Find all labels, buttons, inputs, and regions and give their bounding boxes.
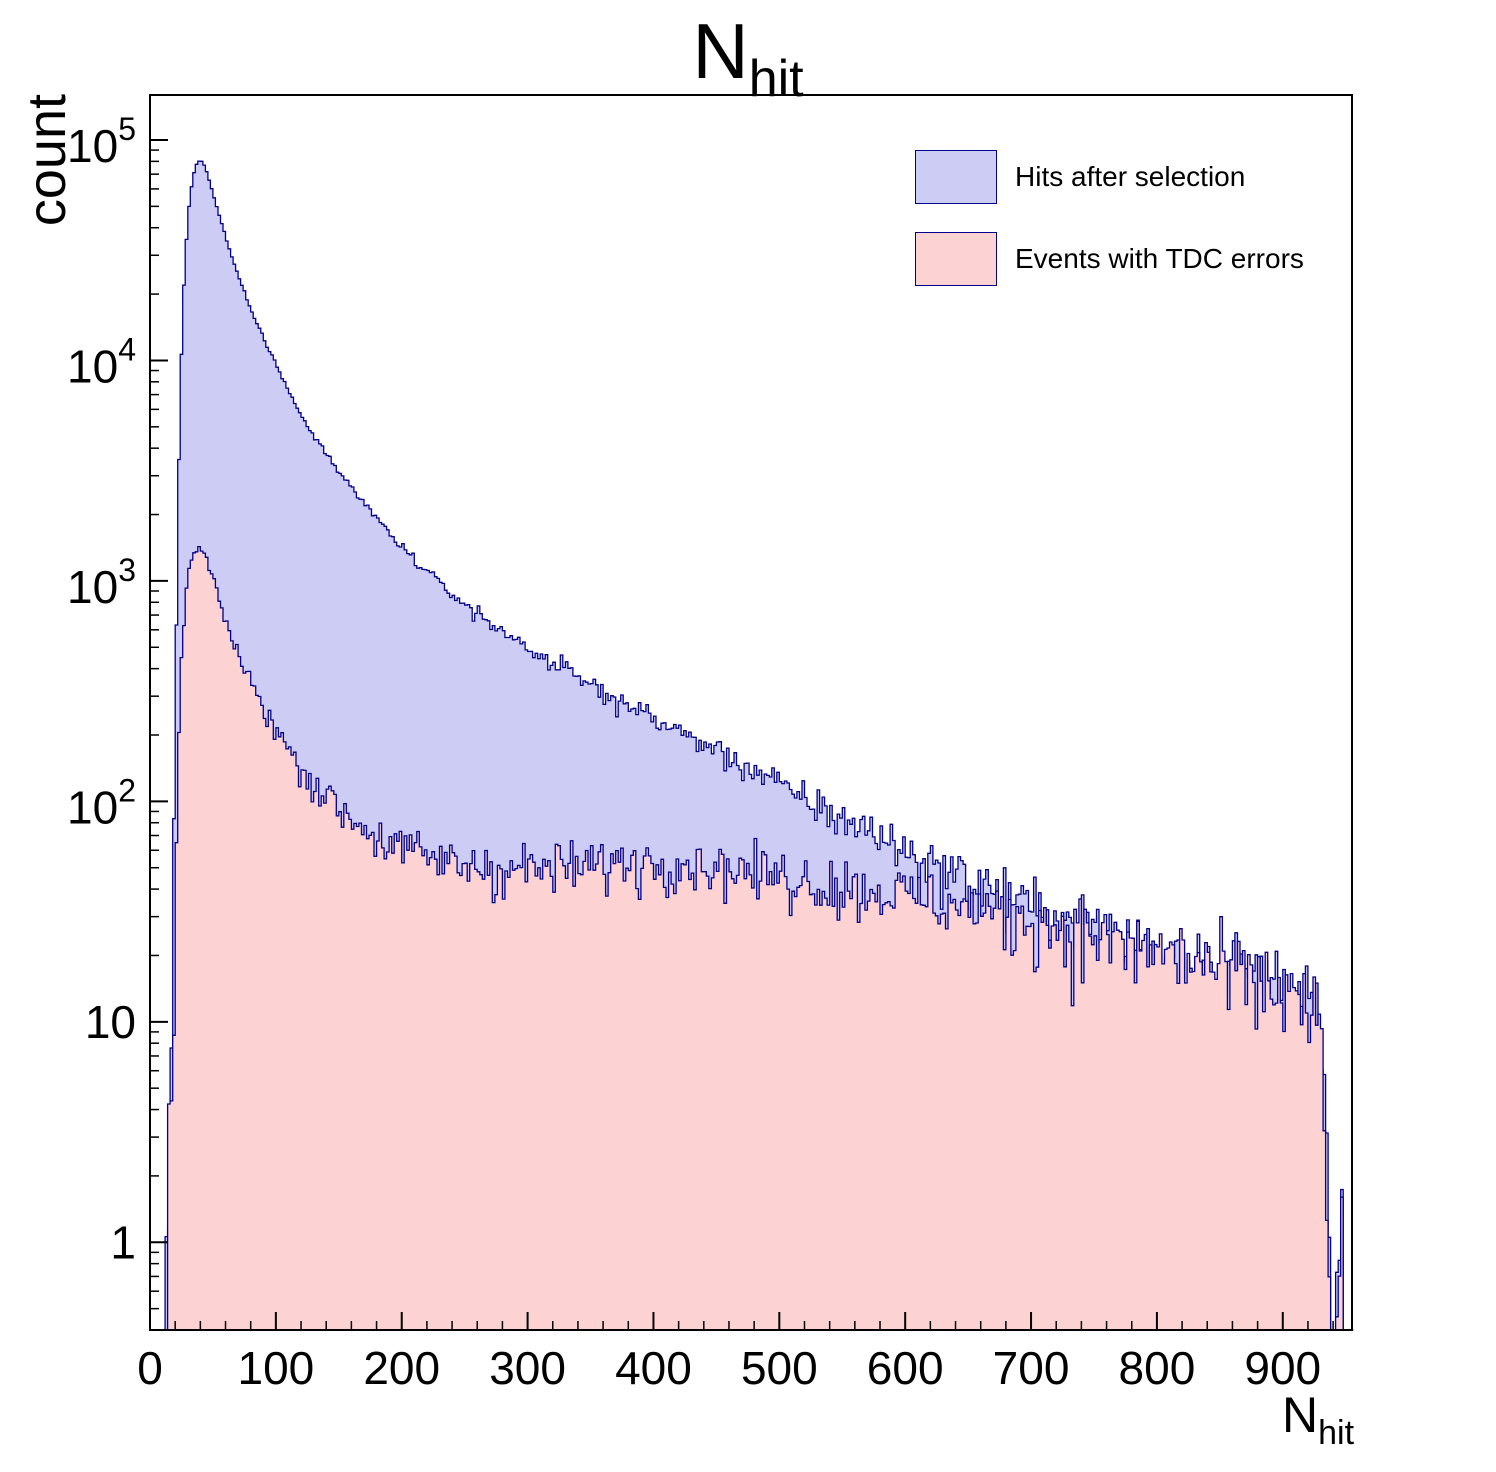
x-tick-label: 0 (137, 1342, 163, 1394)
chart-title-main: N (692, 7, 749, 95)
x-tick-label: 800 (1119, 1342, 1196, 1394)
legend-item-hits-after-selection: Hits after selection (915, 150, 1304, 204)
y-tick-label: 10 (85, 996, 136, 1048)
x-tick-label: 900 (1244, 1342, 1321, 1394)
chart-title: Nhit (0, 6, 1496, 109)
chart-title-sub: hit (748, 50, 804, 108)
legend-label: Events with TDC errors (1015, 243, 1304, 274)
legend-swatch-pink (915, 232, 997, 286)
y-axis-title: count (17, 94, 77, 227)
x-tick-label: 200 (363, 1342, 440, 1394)
x-tick-label: 300 (489, 1342, 566, 1394)
legend-item-events-with-tdc-errors: Events with TDC errors (915, 232, 1304, 286)
x-axis-ticks: 0 100 200 300 400 500 600 700 800 900 (137, 1312, 1334, 1394)
series-events-with-tdc-errors (150, 545, 1354, 1331)
y-tick-label: 105 (67, 111, 136, 172)
legend-swatch-blue (915, 150, 997, 204)
y-tick-label: 103 (67, 552, 136, 613)
x-tick-label: 700 (993, 1342, 1070, 1394)
x-axis-title-main: N (1282, 1387, 1319, 1443)
x-tick-label: 600 (867, 1342, 944, 1394)
x-axis-title-sub: hit (1318, 1414, 1355, 1452)
y-tick-label: 102 (67, 772, 136, 833)
x-tick-label: 100 (237, 1342, 314, 1394)
x-axis-title: Nhit (1282, 1386, 1354, 1453)
x-tick-label: 500 (741, 1342, 818, 1394)
y-tick-label: 104 (67, 331, 136, 392)
legend-label: Hits after selection (1015, 161, 1246, 192)
legend: Hits after selection Events with TDC err… (915, 150, 1304, 314)
plot-frame (149, 94, 1353, 1331)
y-axis-ticks: 1 10 102 103 104 105 (67, 111, 168, 1331)
x-tick-label: 400 (615, 1342, 692, 1394)
y-tick-label: 1 (110, 1216, 136, 1268)
